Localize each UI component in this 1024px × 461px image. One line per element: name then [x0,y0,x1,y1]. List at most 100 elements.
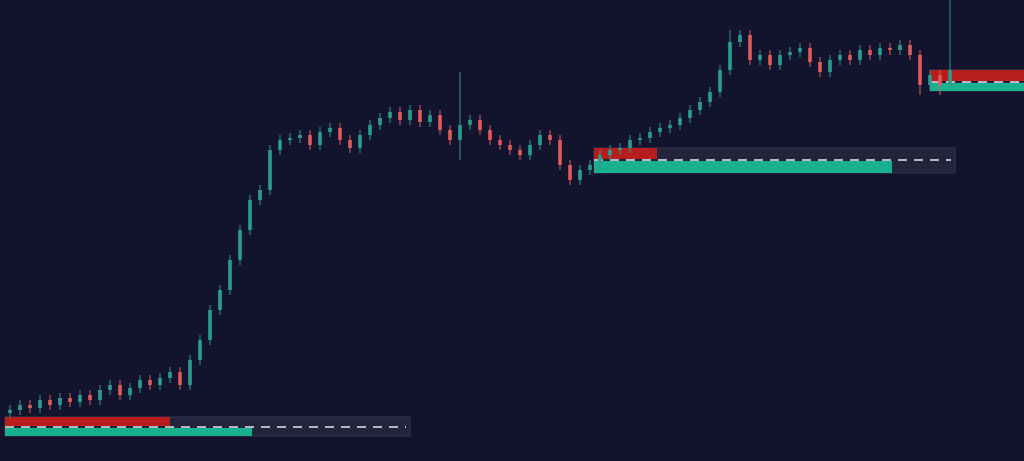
candle-body [418,110,422,122]
candle-body [628,140,632,148]
candle-body [198,340,202,360]
candle-body [118,385,122,395]
candle-body [78,395,82,402]
zone-buy-bar [5,428,252,436]
candle-body [608,150,612,155]
candle-body [678,118,682,125]
candle-body [738,35,742,42]
candle-body [138,380,142,388]
candle-body [888,48,892,50]
candle-body [668,125,672,128]
candle-body [148,380,152,385]
candle-body [428,115,432,122]
candle-body [688,110,692,118]
candle-body [408,110,412,120]
candle-body [218,290,222,310]
candle-body [488,130,492,140]
candle-body [188,360,192,385]
candle-body [828,60,832,72]
candle-body [348,140,352,148]
candle-body [288,138,292,140]
candle-body [448,130,452,140]
zone-buy-bar [930,83,1024,91]
candle-body [178,372,182,385]
candle-body [258,190,262,200]
candle-body [778,55,782,65]
candle-body [538,135,542,145]
candle-body [748,35,752,60]
candle-body [948,70,952,85]
candle-body [308,135,312,145]
candle-body [248,200,252,230]
candle-body [708,92,712,102]
candle-body [438,115,442,130]
candle-body [568,165,572,180]
candle-body [698,102,702,110]
candle-body [518,150,522,155]
candle-body [838,55,842,60]
candle-body [768,55,772,65]
candle-body [128,388,132,395]
candle-body [598,155,602,165]
candle-body [468,120,472,125]
candle-body [718,70,722,92]
candle-body [658,128,662,132]
candle-body [758,55,762,60]
candle-body [238,230,242,260]
candle-body [588,165,592,170]
candle-body [928,75,932,85]
candle-body [158,378,162,385]
candle-body [8,410,12,413]
candle-body [168,372,172,378]
candle-body [88,395,92,400]
candle-body [388,112,392,118]
candle-body [938,75,942,85]
candle-body [328,128,332,132]
candle-body [858,50,862,60]
candle-body [278,140,282,150]
zone-sell-bar [594,148,657,159]
candle-body [548,135,552,140]
candle-body [798,48,802,52]
candle-body [498,140,502,145]
candle-body [28,405,32,408]
candle-body [38,400,42,408]
candle-body [618,148,622,150]
candle-body [68,398,72,402]
candle-body [908,45,912,55]
candle-body [208,310,212,340]
candle-body [298,135,302,138]
candle-body [508,145,512,150]
candle-body [788,52,792,55]
candle-body [898,45,902,50]
candle-body [58,398,62,405]
zone-sell-bar [5,417,170,426]
candle-body [578,170,582,180]
candle-body [638,138,642,140]
candle-body [98,390,102,400]
candle-body [868,50,872,55]
candle-body [558,140,562,165]
candle-body [458,125,462,140]
candle-body [528,145,532,155]
candle-body [728,42,732,70]
candle-body [478,120,482,130]
candle-body [818,62,822,72]
candle-body [268,150,272,190]
candle-body [338,128,342,140]
candle-body [378,118,382,125]
candle-body [358,135,362,148]
candle-body [648,132,652,138]
candle-body [48,400,52,405]
zone-sell-bar [930,70,1024,81]
candle-body [918,55,922,85]
candle-body [318,132,322,145]
zone-buy-bar [594,161,892,173]
candle-body [228,260,232,290]
candle-body [878,48,882,55]
candle-body [18,405,22,410]
candle-body [108,385,112,390]
candle-body [848,55,852,60]
